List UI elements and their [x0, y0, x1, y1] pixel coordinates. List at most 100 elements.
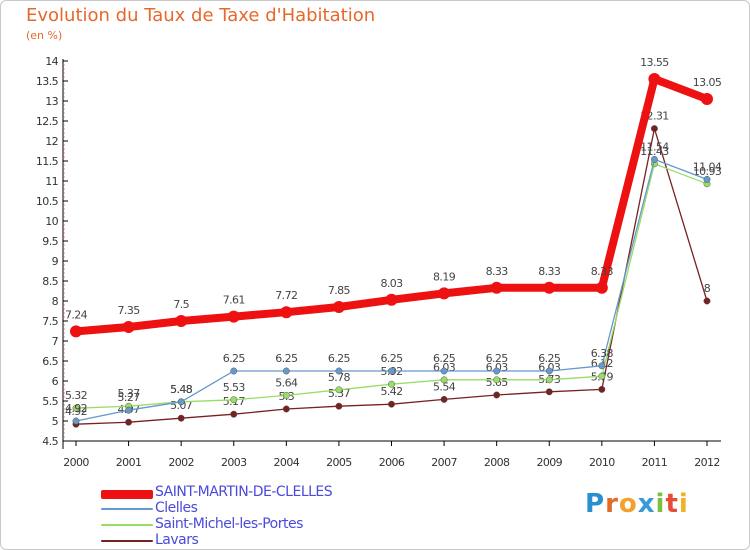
data-label: 5.42: [380, 385, 402, 398]
data-label: 11.54: [640, 140, 669, 153]
x-tick-label: 2008: [484, 456, 510, 469]
proxiti-logo: Proxiti: [585, 489, 689, 519]
data-label: 7.72: [275, 289, 297, 302]
y-tick-label: 8.5: [42, 275, 58, 288]
data-point: [440, 367, 448, 375]
data-point: [177, 398, 185, 406]
data-point: [490, 281, 503, 294]
y-tick-label: 9.5: [42, 235, 58, 248]
data-point: [332, 301, 345, 313]
data-point: [703, 175, 711, 183]
data-point: [72, 404, 80, 412]
data-label: 13.55: [640, 56, 669, 69]
legend-item-lavars: Lavars: [101, 532, 421, 548]
data-point: [543, 281, 556, 294]
y-tick-label: 10: [45, 215, 58, 228]
y-tick-label: 11: [45, 175, 58, 188]
data-label: 8.33: [538, 265, 561, 278]
y-tick-label: 13.5: [36, 75, 59, 88]
logo-letter: i: [678, 489, 689, 519]
data-point: [335, 402, 343, 410]
data-point: [177, 414, 185, 422]
data-point: [650, 155, 658, 163]
x-tick-label: 2010: [589, 456, 615, 469]
data-point: [701, 93, 713, 105]
data-point: [335, 367, 343, 375]
x-tick-label: 2002: [168, 456, 194, 469]
x-tick-label: 2009: [536, 456, 562, 469]
y-tick-label: 4.5: [42, 435, 58, 448]
data-label: 6.25: [486, 352, 509, 365]
y-tick-label: 7.5: [42, 315, 58, 328]
series-line: [72, 75, 711, 336]
data-point: [227, 310, 240, 323]
data-point: [282, 405, 290, 413]
x-tick-label: 2007: [431, 456, 457, 469]
data-label: 5.78: [328, 371, 351, 384]
data-label: 6.25: [223, 352, 246, 365]
data-point: [438, 287, 451, 300]
data-label: 11.43: [640, 145, 669, 158]
data-point: [648, 73, 661, 85]
y-tick-label: 8: [52, 295, 59, 308]
data-label: 7.24: [65, 308, 88, 321]
data-label: 7.35: [118, 304, 141, 317]
data-label: 8: [704, 282, 711, 295]
data-label: 11.04: [693, 160, 722, 173]
y-tick-label: 5: [52, 415, 59, 428]
y-tick-label: 6: [52, 375, 59, 388]
data-point: [335, 386, 343, 394]
data-point: [703, 297, 711, 305]
series-lavars: 4.924.975.075.175.35.375.425.545.655.735…: [65, 110, 711, 428]
series-saint-martin-de-clelles: 7.24 7.35 7.5 7.61 7.72 7.85 8.03 8.19 8.33 8.33 8…: [65, 56, 722, 338]
y-tick-label: 6.5: [42, 355, 58, 368]
data-label: 6.25: [380, 352, 403, 365]
data-point: [388, 380, 395, 388]
data-label: 5.53: [223, 381, 246, 394]
data-point: [545, 388, 553, 396]
data-point: [595, 281, 608, 294]
y-tick-label: 13: [45, 95, 58, 108]
data-point: [598, 385, 606, 393]
chart-subtitle: (en %): [26, 29, 63, 42]
data-point: [388, 400, 395, 408]
logo-letter: r: [605, 489, 619, 519]
data-label: 5.64: [275, 376, 298, 389]
data-label: 8.33: [591, 265, 614, 278]
data-point: [440, 395, 448, 403]
logo-letter: o: [618, 489, 638, 519]
x-tick-label: 2001: [116, 456, 142, 469]
data-point: [230, 396, 238, 404]
data-point: [545, 367, 553, 375]
data-point: [125, 418, 133, 426]
y-tick-label: 10.5: [36, 195, 59, 208]
legend-swatch-icon: [101, 524, 153, 526]
y-tick-label: 12.5: [36, 115, 59, 128]
data-point: [388, 367, 395, 375]
y-tick-label: 9: [52, 255, 59, 268]
x-tick-label: 2003: [221, 456, 247, 469]
x-tick-label: 2004: [274, 456, 300, 469]
logo-letter: P: [585, 489, 606, 519]
data-label: 8.03: [380, 277, 403, 290]
legend-label: Saint-Michel-les-Portes: [155, 516, 303, 532]
data-point: [493, 391, 501, 399]
legend-label: Clelles: [155, 500, 198, 516]
data-label: 5.37: [118, 387, 141, 400]
data-label: 8.19: [433, 270, 456, 283]
y-tick-label: 5.5: [42, 395, 58, 408]
data-point: [545, 376, 553, 384]
data-label: 13.05: [693, 76, 722, 89]
data-label: 5.27: [118, 391, 141, 404]
data-label: 7.85: [328, 284, 351, 297]
x-tick-label: 2011: [642, 456, 668, 469]
x-tick-label: 2012: [694, 456, 720, 469]
legend-item-clelles: Clelles: [101, 500, 421, 516]
data-point: [72, 417, 80, 425]
data-label: 5.32: [65, 389, 87, 402]
x-tick-label: 2000: [63, 456, 89, 469]
logo-letter: x: [637, 489, 656, 519]
data-label: 5.48: [170, 383, 193, 396]
legend-label: Lavars: [155, 532, 199, 548]
data-point: [493, 376, 501, 384]
